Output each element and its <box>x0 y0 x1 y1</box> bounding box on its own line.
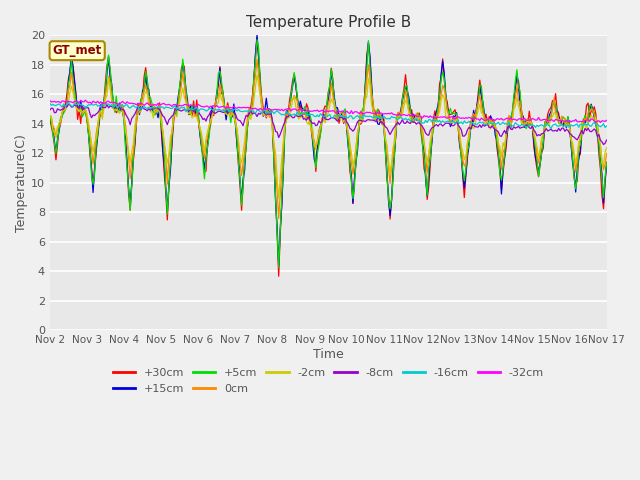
Text: GT_met: GT_met <box>52 44 102 57</box>
Legend: +30cm, +15cm, +5cm, 0cm, -2cm, -8cm, -16cm, -32cm: +30cm, +15cm, +5cm, 0cm, -2cm, -8cm, -16… <box>108 364 548 398</box>
Title: Temperature Profile B: Temperature Profile B <box>246 15 411 30</box>
Y-axis label: Temperature(C): Temperature(C) <box>15 134 28 232</box>
X-axis label: Time: Time <box>313 348 344 361</box>
